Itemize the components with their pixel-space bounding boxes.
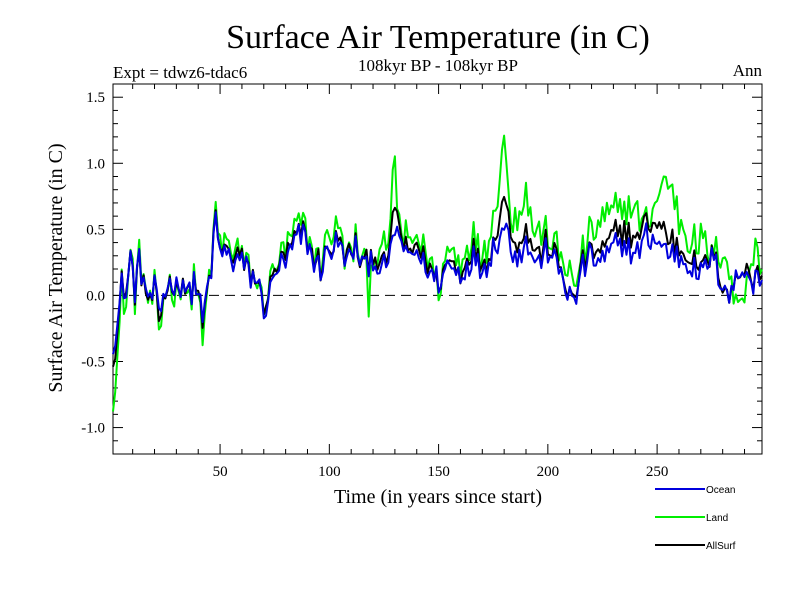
legend: Ocean Land AllSurf (655, 485, 736, 552)
y-tick-label: -1.0 (81, 421, 105, 437)
x-tick-label: 100 (318, 464, 341, 480)
y-tick-label: 1.0 (86, 156, 105, 172)
chart-title: Surface Air Temperature (in C) (226, 19, 650, 56)
period-label: 108kyr BP - 108kyr BP (358, 56, 518, 75)
legend-label-land: Land (706, 513, 728, 524)
series-lines (112, 134, 763, 412)
y-tick-label: -0.5 (81, 355, 105, 371)
x-axis-label: Time (in years since start) (334, 486, 542, 508)
x-tick-label: 250 (646, 464, 669, 480)
y-tick-label: 0.5 (86, 222, 105, 238)
experiment-label: Expt = tdwz6-tdac6 (113, 63, 247, 82)
y-axis-ticks: -1.0 -0.5 0.0 0.5 1.0 1.5 (81, 90, 762, 442)
x-axis-ticks: 50 100 150 200 250 (132, 84, 746, 480)
series-line-ocean (112, 211, 763, 355)
x-tick-label: 150 (427, 464, 450, 480)
season-label: Ann (733, 61, 763, 80)
y-axis-label: Surface Air Temperature (in C) (45, 143, 67, 392)
y-tick-label: 1.5 (86, 90, 105, 106)
legend-label-allsurf: AllSurf (706, 541, 736, 552)
y-tick-label: 0.0 (86, 288, 105, 304)
x-tick-label: 200 (537, 464, 560, 480)
x-tick-label: 50 (213, 464, 228, 480)
legend-label-ocean: Ocean (706, 485, 735, 496)
